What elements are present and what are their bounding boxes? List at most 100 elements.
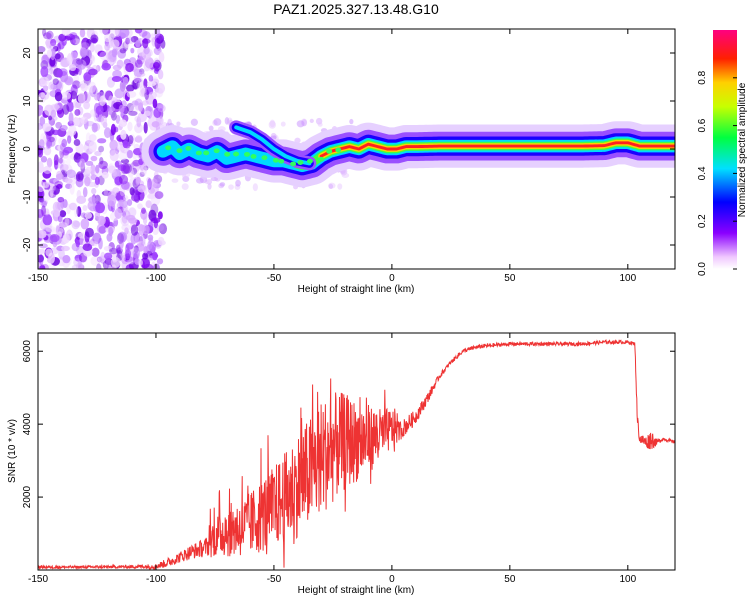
noise-blob — [135, 39, 141, 48]
noise-blob — [147, 193, 155, 200]
noise-blob — [73, 258, 82, 267]
noise-blob — [84, 176, 91, 187]
noise-blob — [124, 181, 132, 191]
noise-blob — [66, 169, 77, 179]
noise-blob — [50, 109, 57, 118]
noise-blob — [117, 232, 124, 244]
noise-blob — [142, 252, 149, 260]
noise-blob — [108, 165, 116, 174]
noise-blob — [148, 91, 157, 100]
chart-title: PAZ1.2025.327.13.48.G10 — [273, 1, 439, 17]
noise-blob — [54, 181, 64, 188]
noise-blob — [97, 215, 106, 226]
ridge-peak — [195, 150, 202, 156]
noise-blob — [144, 89, 150, 100]
noise-blob — [127, 134, 134, 145]
noise-blob — [157, 69, 164, 80]
ridge-peak — [272, 157, 279, 163]
noise-blob — [125, 242, 134, 250]
noise-blob — [139, 85, 147, 94]
noise-blob — [68, 112, 74, 124]
noise-blob — [88, 134, 97, 142]
noise-blob — [207, 183, 212, 190]
noise-blob — [208, 125, 214, 132]
spectrogram-x-axis-label: Height of straight line (km) — [298, 284, 415, 295]
noise-blob — [39, 196, 45, 203]
noise-blob — [75, 171, 84, 182]
ridge-peak — [244, 151, 251, 157]
colorbar-label: Normalized spectral amplitude — [737, 82, 748, 217]
noise-blob — [114, 88, 125, 99]
ridge-peak — [278, 158, 285, 164]
noise-blob — [46, 49, 53, 58]
noise-blob — [108, 162, 115, 175]
ridge-peak — [250, 154, 257, 159]
noise-blob — [103, 90, 112, 101]
noise-blob — [56, 183, 63, 190]
noise-blob — [171, 178, 179, 183]
noise-blob — [99, 51, 110, 61]
noise-blob — [126, 149, 134, 159]
noise-blob — [57, 215, 63, 223]
noise-blob — [62, 255, 71, 264]
noise-blob — [114, 160, 120, 168]
noise-blob — [104, 252, 113, 260]
noise-blob — [76, 206, 82, 217]
snr-series-line — [38, 339, 675, 570]
noise-blob — [82, 205, 88, 212]
noise-blob — [59, 124, 68, 132]
noise-blob — [119, 29, 130, 38]
noise-blob — [121, 223, 131, 232]
noise-blob — [135, 176, 141, 186]
noise-blob — [58, 33, 67, 42]
y-tick-label: -20 — [22, 237, 33, 252]
noise-blob — [156, 258, 164, 265]
noise-blob — [103, 127, 112, 139]
noise-blob — [153, 171, 159, 179]
noise-blob — [337, 183, 343, 190]
noise-blob — [98, 145, 105, 153]
noise-blob — [111, 48, 118, 58]
noise-blob — [60, 201, 65, 209]
noise-blob — [138, 259, 143, 266]
noise-blob — [80, 83, 89, 92]
noise-blob — [112, 187, 120, 194]
noise-blob — [49, 136, 56, 147]
noise-blob — [127, 36, 135, 44]
noise-blob — [107, 194, 117, 207]
noise-blob — [38, 248, 46, 254]
noise-blob — [118, 199, 124, 206]
noise-blob — [140, 87, 146, 97]
noise-blob — [155, 82, 166, 94]
noise-blob — [109, 150, 119, 162]
noise-blob — [117, 231, 128, 243]
colorbar-tick-label: 0.8 — [697, 70, 708, 84]
noise-blob — [268, 120, 276, 129]
noise-blob — [157, 104, 166, 113]
noise-blob — [119, 184, 126, 197]
noise-blob — [82, 243, 93, 252]
noise-blob — [76, 189, 82, 200]
noise-blob — [137, 203, 143, 210]
noise-blob — [96, 263, 102, 269]
noise-blob — [126, 84, 135, 92]
y-tick-label: 6000 — [22, 340, 33, 363]
noise-blob — [147, 178, 152, 190]
noise-blob — [45, 248, 53, 257]
noise-blob — [57, 40, 65, 50]
noise-blob — [91, 122, 98, 133]
noise-blob — [129, 187, 135, 196]
noise-blob — [41, 205, 46, 217]
noise-blob — [85, 132, 91, 144]
y-tick-label: 20 — [22, 47, 33, 59]
noise-blob — [64, 178, 73, 184]
noise-blob — [134, 258, 141, 265]
noise-blob — [120, 129, 127, 140]
noise-blob — [80, 218, 90, 230]
noise-blob — [69, 183, 75, 195]
noise-blob — [116, 59, 124, 69]
noise-blob — [124, 248, 132, 260]
noise-blob — [152, 98, 158, 109]
noise-blob — [69, 64, 77, 72]
ridge-peak — [306, 158, 313, 164]
